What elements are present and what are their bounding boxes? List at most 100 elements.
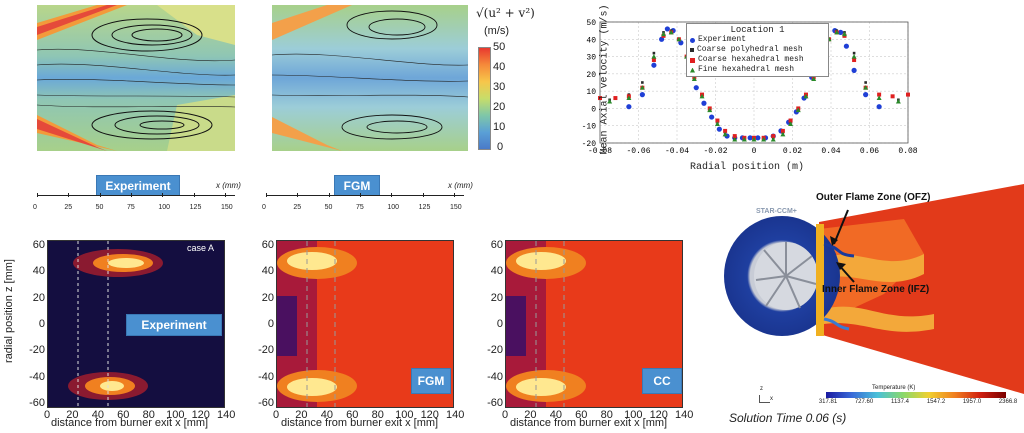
mm-tick-label: 25 [293, 204, 302, 211]
data-point-fine-hexahedral-mesh [676, 36, 682, 42]
bottom-x-tick-label: 100 [395, 409, 414, 421]
mm-tick-mark [360, 193, 361, 197]
bottom-x-tick-label: 0 [501, 409, 509, 421]
x-axis-line-right [266, 195, 464, 196]
y-tick-label: 30 [586, 54, 596, 63]
legend-entry: Coarse hexahedral mesh [690, 55, 825, 65]
mm-tick-label: 50 [95, 204, 104, 211]
plot-frame [599, 21, 909, 144]
velocity-colorbar-tick: 20 [493, 101, 506, 113]
bottom-x-tick-label: 20 [295, 409, 308, 421]
bottom-xlabel-2: distance from burner exit x [mm] [281, 417, 439, 429]
data-point-coarse-polyhedral-mesh [641, 81, 644, 84]
data-point-fine-hexahedral-mesh [741, 137, 747, 142]
x-tick-label: 0.08 [898, 147, 917, 156]
cfd-colorbar [826, 392, 1006, 398]
axis-x-label: x [770, 396, 773, 402]
bottom-y-tick-label: 0 [38, 318, 45, 330]
mm-tick-label: 100 [158, 204, 171, 211]
velocity-colorbar-unit: (m/s) [484, 25, 510, 37]
cfd-colorbar-tick: 317.81 [818, 399, 838, 405]
velocity-contour-fgm [272, 5, 468, 151]
bottom-x-tick-label: 80 [142, 409, 155, 421]
annotation-ofz: Outer Flame Zone (OFZ) [816, 192, 931, 203]
panel-label-experiment-bottom: Experiment [126, 314, 222, 336]
data-point-fine-hexahedral-mesh [895, 99, 901, 104]
legend-entry: Fine hexahedral mesh [690, 65, 825, 75]
chart-title: Location 1 [730, 25, 785, 35]
chart-xlabel: Radial position (m) [690, 162, 805, 173]
velocity-colorbar-title: √(u² + v²) [476, 6, 535, 20]
data-point-fine-hexahedral-mesh [803, 93, 809, 99]
bottom-y-tick-label: 20 [261, 291, 274, 304]
data-point-fine-hexahedral-mesh [876, 95, 882, 101]
x-axis-unit-left: x (mm) [216, 181, 241, 190]
cfd-colorbar-tick: 2366.8 [998, 399, 1018, 405]
mm-tick-mark [162, 193, 164, 197]
bottom-x-tick-label: 100 [166, 409, 185, 421]
y-tick-label: -10 [582, 123, 597, 132]
axis-triad [759, 395, 770, 403]
bottom-ylabel: radial position z [mm] [3, 259, 15, 363]
bottom-x-tick-label: 40 [320, 409, 333, 421]
x-tick-label: 0 [752, 147, 757, 156]
data-point-coarse-hexahedral-mesh [890, 94, 895, 99]
data-point-fine-hexahedral-mesh [780, 131, 786, 137]
mm-tick-label: 150 [450, 204, 462, 211]
data-point-experiment [693, 85, 699, 91]
bottom-y-tick-label: -60 [487, 397, 503, 409]
cfd-temperature-render [724, 184, 1024, 433]
data-point-experiment [701, 100, 707, 106]
data-point-coarse-hexahedral-mesh [732, 134, 737, 139]
bottom-y-tick-label: -40 [29, 370, 45, 383]
data-point-fine-hexahedral-mesh [699, 93, 705, 99]
data-point-coarse-hexahedral-mesh [771, 134, 776, 139]
data-point-fine-hexahedral-mesh [751, 137, 757, 142]
data-point-coarse-hexahedral-mesh [788, 118, 793, 123]
data-point-fine-hexahedral-mesh [707, 107, 713, 113]
data-point-fine-hexahedral-mesh [691, 76, 697, 82]
panel-label-fgm-bottom: FGM [411, 368, 451, 394]
data-point-fine-hexahedral-mesh [811, 76, 817, 82]
mm-tick-mark [266, 193, 267, 197]
mm-tick-label: 75 [127, 204, 135, 211]
bottom-y-tick-label: -60 [258, 397, 274, 409]
data-point-fine-hexahedral-mesh [668, 29, 674, 35]
bottom-x-tick-label: 0 [43, 409, 51, 421]
data-point-fine-hexahedral-mesh [788, 121, 794, 126]
velocity-contour-experiment [37, 5, 235, 151]
data-point-experiment [876, 104, 882, 110]
velocity-colorbar [478, 47, 491, 150]
bottom-y-tick-label: 0 [496, 318, 503, 330]
mm-tick-label: 25 [64, 204, 73, 211]
chart-legend: Location 1 Experiment Coarse polyhedral … [686, 23, 829, 77]
bottom-xlabel-1: distance from burner exit x [mm] [51, 417, 209, 429]
y-tick-label: 50 [586, 19, 596, 28]
data-point-experiment [709, 114, 715, 120]
data-point-fine-hexahedral-mesh [607, 99, 613, 104]
data-point-fine-hexahedral-mesh [639, 85, 645, 90]
mm-tick-label: 0 [33, 204, 37, 211]
x-tick-label: 0.02 [783, 147, 802, 156]
velocity-colorbar-tick: 30 [493, 81, 506, 93]
data-point-experiment [843, 43, 849, 49]
x-tick-label: -0.06 [626, 147, 650, 156]
bottom-y-tick-label: 0 [267, 318, 274, 330]
bottom-y-tick-label: -40 [258, 370, 274, 383]
bottom-x-tick-label: 120 [420, 409, 439, 421]
legend-entry: Experiment [690, 35, 825, 45]
data-point-fine-hexahedral-mesh [834, 29, 840, 35]
data-point-fine-hexahedral-mesh [795, 107, 801, 113]
data-point-fine-hexahedral-mesh [651, 54, 657, 59]
data-point-experiment [755, 135, 761, 141]
mm-tick-mark [193, 193, 195, 197]
cfd-colorbar-tick: 1547.2 [926, 399, 946, 405]
data-point-fine-hexahedral-mesh [851, 54, 857, 59]
velocity-colorbar-tick: 40 [493, 61, 506, 73]
data-point-coarse-hexahedral-mesh [715, 118, 720, 123]
bottom-x-tick-label: 20 [524, 409, 537, 421]
mm-tick-label: 125 [189, 204, 202, 211]
y-tick-label: 0 [591, 105, 596, 114]
data-point-fine-hexahedral-mesh [863, 85, 869, 90]
bottom-x-tick-label: 120 [191, 409, 210, 421]
